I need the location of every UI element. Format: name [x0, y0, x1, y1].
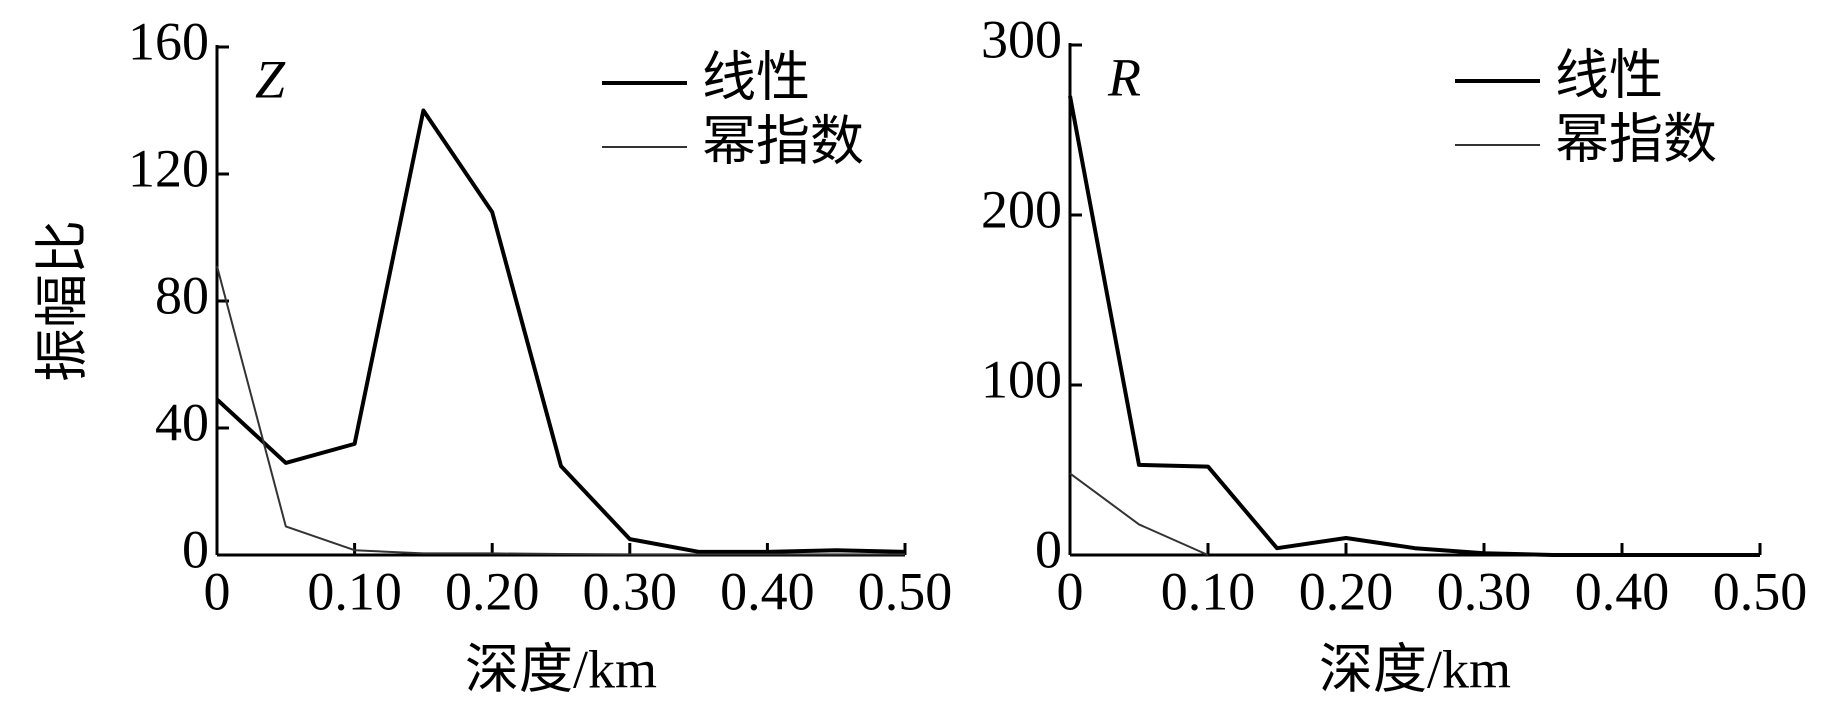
x-tick-label: 0 — [1057, 561, 1084, 621]
y-tick-label: 120 — [128, 138, 209, 198]
x-tick-label: 0.20 — [1299, 561, 1394, 621]
y-tick-label: 0 — [182, 519, 209, 579]
y-tick-label: 100 — [981, 349, 1062, 409]
y-tick-label: 40 — [155, 392, 209, 452]
series-line — [1068, 95, 1760, 557]
x-tick-label: 0.10 — [1161, 561, 1256, 621]
x-tick-label: 0 — [204, 561, 231, 621]
x-tick-label: 0.20 — [445, 561, 540, 621]
y-tick-label: 80 — [155, 265, 209, 325]
x-tick-label: 0.30 — [583, 561, 678, 621]
y-tick-label: 160 — [128, 11, 209, 71]
x-axis-label: 深度/km — [465, 639, 657, 699]
x-tick-label: 0.10 — [307, 561, 402, 621]
x-axis-label: 深度/km — [1319, 639, 1511, 699]
x-tick-label: 0.30 — [1437, 561, 1532, 621]
y-axis-label: 振幅比 — [32, 220, 92, 382]
y-tick-label: 0 — [1035, 519, 1062, 579]
panel-label: Z — [255, 49, 286, 109]
series-line — [216, 265, 905, 556]
series-line — [1069, 472, 1209, 556]
legend-label: 线性 — [702, 47, 810, 107]
series-line — [215, 108, 906, 554]
x-tick-label: 0.50 — [1713, 561, 1808, 621]
y-tick-label: 200 — [981, 179, 1062, 239]
x-tick-label: 0.40 — [720, 561, 815, 621]
panel-label: R — [1107, 47, 1141, 107]
x-tick-label: 0.40 — [1575, 561, 1670, 621]
legend-label: 幂指数 — [1555, 109, 1717, 169]
legend-label: 幂指数 — [702, 111, 864, 171]
legend-label: 线性 — [1555, 45, 1663, 105]
y-tick-label: 300 — [981, 9, 1062, 69]
x-tick-label: 0.50 — [858, 561, 953, 621]
